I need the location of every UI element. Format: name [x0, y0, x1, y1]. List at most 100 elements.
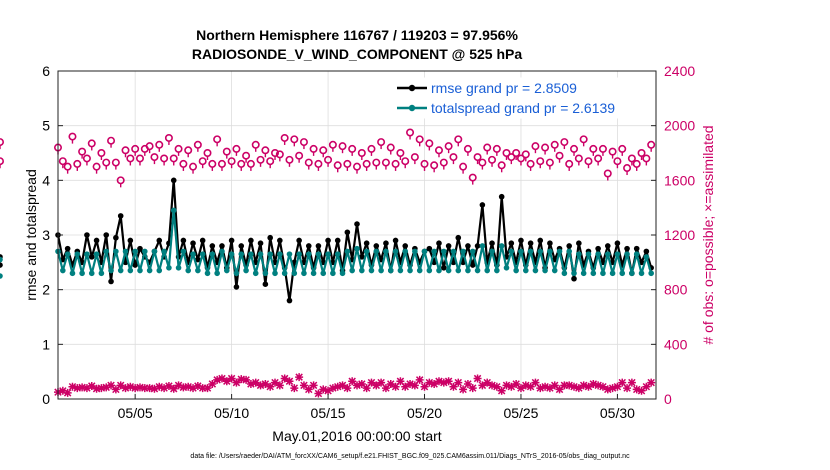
obs-possible-marker: [410, 153, 419, 162]
data-point: [277, 237, 283, 244]
obs-possible-marker: [381, 158, 390, 167]
obs-possible-marker: [574, 154, 583, 163]
right-tick-label: 2000: [664, 118, 695, 134]
data-point: [479, 243, 486, 249]
obs-possible-marker: [603, 169, 612, 178]
obs-assimilated-marker: [227, 374, 236, 383]
bottom-tick-label: 05/20: [407, 405, 442, 421]
series-layer: [0, 129, 656, 398]
data-point: [600, 270, 606, 277]
obs-possible-marker: [627, 154, 636, 163]
data-point: [64, 251, 71, 257]
data-point: [199, 237, 206, 244]
legend-spread-label: totalspread grand pr = 2.6139: [431, 100, 615, 116]
obs-possible-marker: [193, 140, 202, 149]
data-point: [325, 237, 331, 244]
obs-possible-marker: [623, 164, 632, 173]
series-line: [56, 209, 653, 275]
data-point: [228, 237, 235, 244]
obs-assimilated-marker: [309, 381, 318, 390]
bottom-tick-label: 05/05: [118, 405, 153, 421]
data-point: [180, 237, 187, 244]
series-rmse: [0, 177, 654, 304]
obs-possible-marker: [135, 154, 144, 163]
data-point: [643, 248, 650, 255]
data-point: [556, 248, 563, 255]
obs-assimilated-marker: [579, 381, 588, 390]
data-point: [474, 243, 481, 249]
obs-possible-marker: [570, 144, 579, 153]
data-point: [142, 248, 148, 255]
obs-possible-marker: [637, 149, 646, 158]
data-point: [363, 240, 370, 246]
data-point: [277, 251, 283, 257]
right-tick-label: 800: [664, 282, 688, 298]
obs-assimilated-marker: [594, 381, 603, 390]
obs-assimilated-marker: [459, 385, 468, 394]
data-point: [79, 270, 85, 277]
obs-possible-marker: [237, 159, 246, 168]
data-point: [170, 177, 177, 184]
legend-rmse-label: rmse grand pr = 2.8509: [431, 80, 577, 96]
obs-possible-marker: [463, 144, 472, 153]
data-point: [334, 251, 341, 257]
data-point: [566, 243, 572, 249]
data-point: [633, 245, 640, 252]
data-point: [98, 270, 105, 277]
obs-possible-marker: [314, 159, 323, 168]
obs-possible-marker: [97, 149, 106, 158]
obs-possible-marker: [357, 149, 366, 158]
data-point: [542, 267, 548, 274]
data-point: [633, 251, 640, 257]
data-point: [484, 267, 491, 274]
obs-possible-marker: [372, 158, 381, 167]
data-point: [648, 270, 654, 277]
obs-assimilated-marker: [126, 382, 135, 391]
data-point: [503, 265, 510, 271]
data-point: [108, 267, 114, 274]
obs-possible-marker: [256, 155, 265, 164]
data-point: [320, 270, 327, 277]
obs-assimilated-marker: [512, 379, 521, 388]
obs-possible-marker: [425, 139, 434, 148]
obs-assimilated-marker: [502, 381, 511, 390]
obs-possible-marker: [208, 159, 217, 168]
obs-possible-marker: [169, 154, 178, 163]
obs-possible-marker: [280, 133, 289, 142]
obs-possible-marker: [362, 159, 371, 168]
data-point: [629, 270, 635, 277]
data-point: [233, 270, 240, 277]
data-point: [257, 251, 264, 257]
data-point: [296, 237, 302, 244]
data-point: [262, 281, 269, 288]
obs-possible-marker: [92, 162, 101, 171]
obs-possible-marker: [338, 142, 347, 151]
data-point: [93, 251, 100, 257]
data-point: [272, 270, 278, 277]
data-point: [561, 270, 568, 277]
data-point: [624, 251, 630, 257]
right-tick-label: 400: [664, 336, 688, 352]
data-point: [392, 237, 399, 244]
data-point: [286, 297, 293, 304]
data-point: [537, 237, 544, 244]
data-point: [359, 254, 365, 260]
obs-assimilated-marker: [526, 382, 535, 391]
obs-assimilated-marker: [565, 381, 574, 390]
obs-assimilated-marker: [381, 384, 390, 393]
obs-assimilated-marker: [406, 379, 415, 388]
obs-assimilated-marker: [439, 378, 448, 387]
data-point: [547, 240, 553, 246]
obs-possible-marker: [541, 143, 550, 152]
obs-assimilated-marker: [613, 382, 622, 391]
obs-possible-marker: [246, 159, 255, 168]
obs-assimilated-marker: [516, 384, 525, 393]
obs-assimilated-marker: [324, 386, 333, 395]
data-point: [310, 270, 317, 277]
data-point: [614, 240, 621, 246]
obs-assimilated-marker: [560, 381, 569, 390]
data-point: [465, 267, 471, 274]
data-point: [301, 270, 307, 277]
obs-assimilated-marker: [319, 385, 328, 394]
